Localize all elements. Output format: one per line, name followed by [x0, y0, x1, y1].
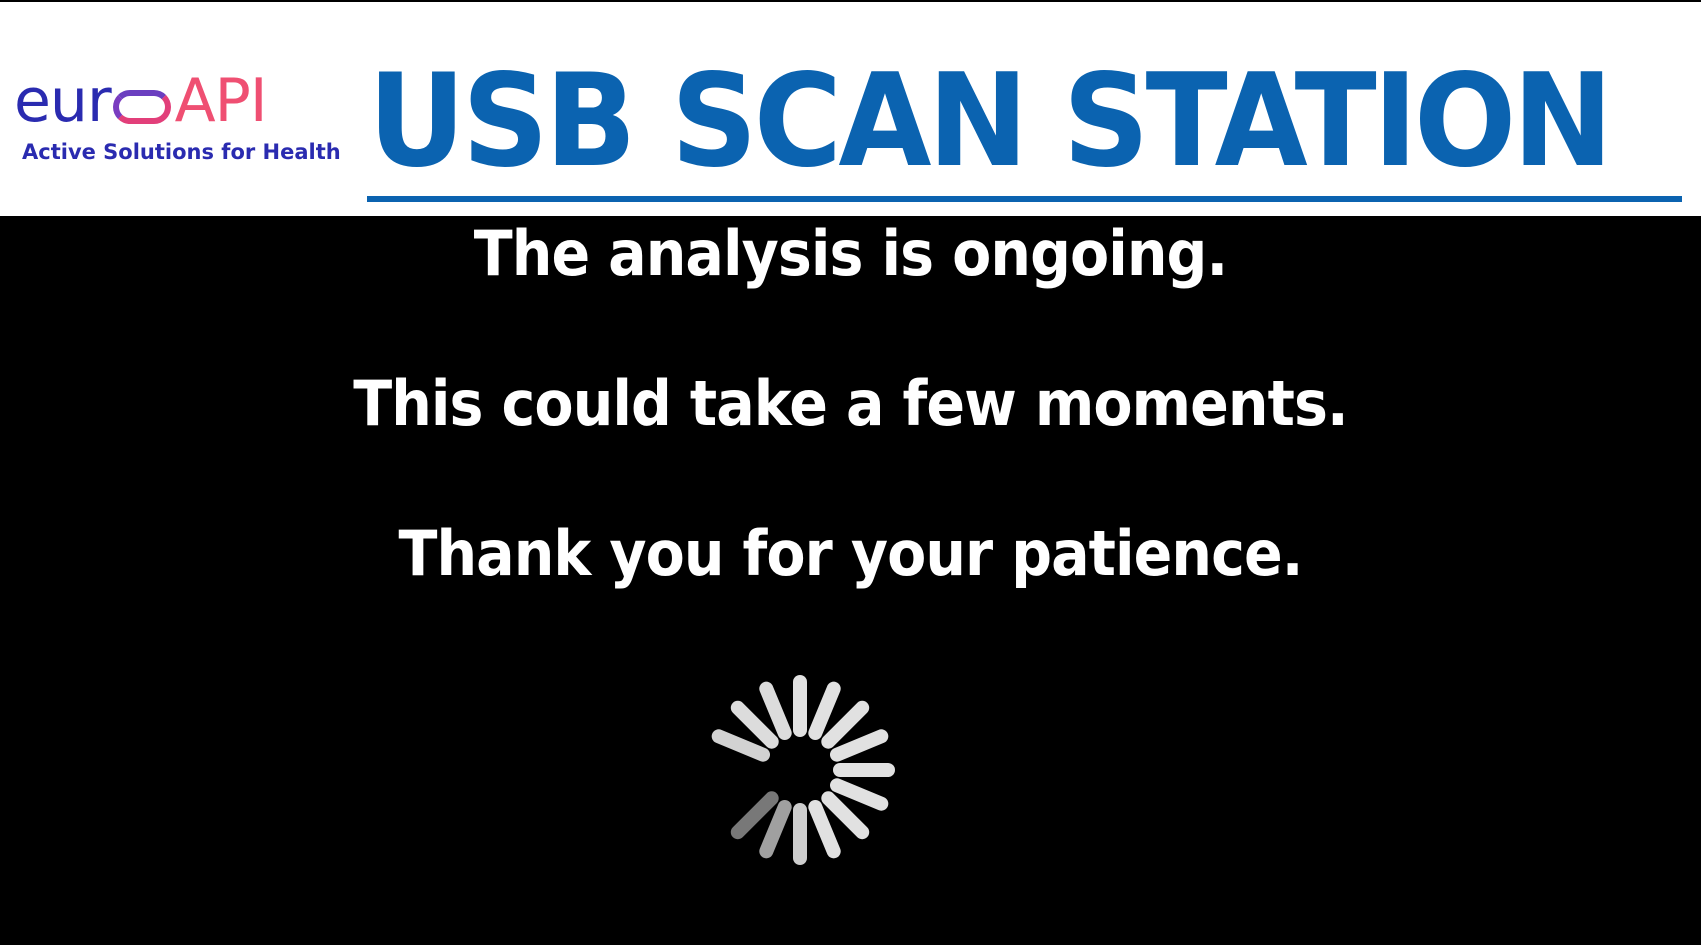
spinner-spoke: [830, 729, 889, 762]
spinner-spoke: [808, 800, 841, 859]
spinner-spoke: [808, 681, 841, 740]
spinner-spoke: [821, 700, 870, 749]
spinner-spoke: [759, 800, 792, 859]
status-message-thanks: Thank you for your patience.: [398, 517, 1303, 590]
spinner-spoke: [711, 729, 770, 762]
status-message-analysis: The analysis is ongoing.: [473, 217, 1228, 290]
status-message-wait: This could take a few moments.: [353, 367, 1348, 440]
page-title: USB SCAN STATION: [368, 47, 1613, 196]
spinner-spokes: [711, 675, 895, 865]
logo-wordmark-api: API: [174, 66, 268, 136]
logo-wordmark-euro: eur: [14, 66, 112, 136]
header-banner: eur API Active Solutions for Health USB S…: [0, 2, 1701, 216]
logo-o-mark-icon: [112, 90, 171, 124]
logo-tagline: Active Solutions for Health: [22, 140, 341, 164]
spinner-spoke: [759, 681, 792, 740]
spinner-spoke: [830, 778, 889, 811]
spinner-spoke: [730, 700, 779, 749]
spinner-spoke: [730, 791, 779, 840]
title-underline: [367, 196, 1682, 202]
loading-spinner-icon: [711, 675, 895, 865]
logo-wordmark: eur API: [14, 66, 268, 136]
euroapi-logo: eur API Active Solutions for Health: [14, 66, 341, 170]
spinner-spoke: [821, 791, 870, 840]
